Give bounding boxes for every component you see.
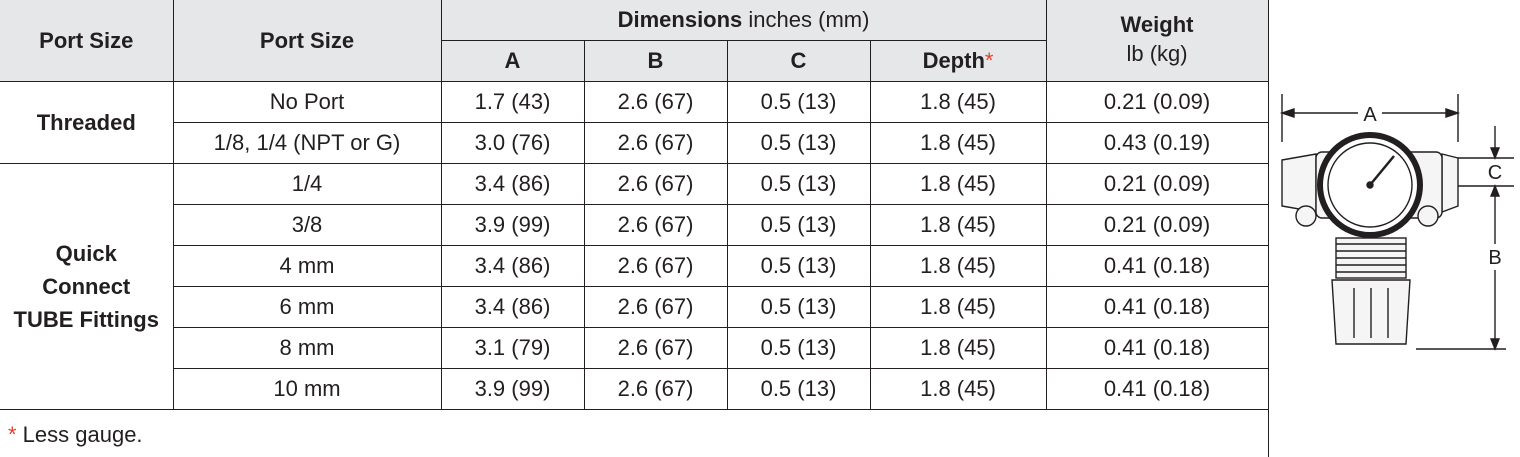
footnote-text: Less gauge.: [16, 422, 143, 447]
table-row: 4 mm 3.4 (86) 2.6 (67) 0.5 (13) 1.8 (45)…: [0, 245, 1269, 287]
cell-depth: 1.8 (45): [869, 286, 1047, 328]
dim-a-label: A: [1363, 104, 1377, 126]
cell-b: 2.6 (67): [583, 122, 728, 164]
dim-b-label: B: [1488, 247, 1501, 269]
cell-weight: 0.21 (0.09): [1045, 81, 1269, 123]
gauge-pivot: [1366, 181, 1374, 189]
cell-port: 3/8: [173, 204, 442, 246]
dimensions-table: Port Size Port Size Dimensions inches (m…: [0, 0, 1269, 410]
cell-c: 0.5 (13): [726, 122, 871, 164]
nut-right: [1417, 205, 1439, 227]
cell-depth: 1.8 (45): [869, 204, 1047, 246]
dim-c-label: C: [1488, 162, 1502, 184]
gauge-needle: [1369, 155, 1395, 186]
cell-depth: 1.8 (45): [869, 122, 1047, 164]
table-row: 3/8 3.9 (99) 2.6 (67) 0.5 (13) 1.8 (45) …: [0, 204, 1269, 246]
cell-depth: 1.8 (45): [869, 81, 1047, 123]
cell-port: 10 mm: [173, 368, 442, 410]
cell-b: 2.6 (67): [583, 163, 728, 205]
cell-c: 0.5 (13): [726, 327, 871, 369]
cell-a: 3.1 (79): [440, 327, 585, 369]
cell-depth: 1.8 (45): [869, 245, 1047, 287]
header-c: C: [726, 40, 871, 82]
header-depth-label: Depth: [922, 48, 985, 73]
header-dimensions-unit: inches (mm): [742, 7, 870, 32]
cell-a: 3.4 (86): [440, 163, 585, 205]
header-b: B: [583, 40, 728, 82]
cell-a: 3.4 (86): [440, 286, 585, 328]
nut-left: [1295, 205, 1317, 227]
cell-c: 0.5 (13): [726, 286, 871, 328]
footnote-asterisk: *: [8, 422, 17, 447]
cell-port: 1/8, 1/4 (NPT or G): [173, 122, 442, 164]
cell-b: 2.6 (67): [583, 327, 728, 369]
header-port-size-2: Port Size: [172, 0, 442, 82]
header-weight-title: Weight: [1120, 12, 1194, 37]
cell-port: 6 mm: [173, 286, 442, 328]
header-port-size-1: Port Size: [0, 0, 174, 82]
cell-a: 1.7 (43): [440, 81, 585, 123]
group-threaded: Threaded: [0, 81, 174, 164]
cell-b: 2.6 (67): [583, 81, 728, 123]
header-dimensions: Dimensions inches (mm): [440, 0, 1047, 41]
cell-a: 3.0 (76): [440, 122, 585, 164]
cell-depth: 1.8 (45): [869, 163, 1047, 205]
cell-b: 2.6 (67): [583, 368, 728, 410]
cell-c: 0.5 (13): [726, 204, 871, 246]
cell-b: 2.6 (67): [583, 286, 728, 328]
table-row: Quick Connect TUBE Fittings 1/4 3.4 (86)…: [0, 163, 1269, 410]
port-left: [1281, 153, 1317, 213]
header-weight-unit: lb (kg): [1126, 41, 1188, 66]
table-row: 10 mm 3.9 (99) 2.6 (67) 0.5 (13) 1.8 (45…: [0, 368, 1269, 410]
depth-asterisk: *: [984, 48, 994, 73]
dim-a-arrow-left: [1279, 108, 1295, 118]
cell-c: 0.5 (13): [726, 163, 871, 205]
cell-weight: 0.41 (0.18): [1045, 245, 1269, 287]
cell-port: No Port: [172, 81, 442, 123]
cell-weight: 0.21 (0.09): [1045, 163, 1269, 205]
divider: [1268, 0, 1269, 457]
port-right: [1441, 153, 1459, 214]
header-a: A: [441, 40, 585, 82]
group-quick-connect-line: TUBE Fittings: [13, 307, 159, 332]
table-row: 6 mm 3.4 (86) 2.6 (67) 0.5 (13) 1.8 (45)…: [0, 286, 1269, 328]
cell-port: 8 mm: [173, 327, 442, 369]
cell-port: 4 mm: [173, 245, 442, 287]
cell-depth: 1.8 (45): [869, 368, 1047, 410]
cell-c: 0.5 (13): [726, 245, 871, 287]
cell-b: 2.6 (67): [583, 204, 728, 246]
header-dimensions-title: Dimensions: [617, 7, 743, 32]
dim-c-arrow-top: [1489, 147, 1501, 160]
group-quick-connect-line: Connect: [42, 274, 131, 299]
regulator-diagram: A C B: [1279, 94, 1514, 351]
cell-depth: 1.8 (45): [869, 327, 1047, 369]
table-row: Threaded No Port 1.7 (43) 2.6 (67) 0.5 (…: [0, 81, 1269, 164]
table-row: 8 mm 3.1 (79) 2.6 (67) 0.5 (13) 1.8 (45)…: [0, 327, 1269, 369]
dim-a-arrow-right: [1445, 108, 1461, 118]
cell-port: 1/4: [172, 163, 442, 205]
group-quick-connect-line: Quick: [55, 241, 117, 266]
dim-b-arrow-top: [1489, 184, 1501, 197]
cell-a: 3.9 (99): [440, 204, 585, 246]
cell-weight: 0.41 (0.18): [1045, 368, 1269, 410]
cell-c: 0.5 (13): [726, 368, 871, 410]
header-weight: Weight lb (kg): [1045, 0, 1269, 82]
cell-weight: 0.41 (0.18): [1045, 327, 1269, 369]
group-quick-connect: Quick Connect TUBE Fittings: [0, 163, 174, 410]
cell-a: 3.9 (99): [440, 368, 585, 410]
cell-weight: 0.41 (0.18): [1045, 286, 1269, 328]
cell-weight: 0.43 (0.19): [1045, 122, 1269, 164]
header-depth: Depth*: [869, 40, 1047, 82]
cell-c: 0.5 (13): [726, 81, 871, 123]
cell-weight: 0.21 (0.09): [1045, 204, 1269, 246]
table-row: 1/8, 1/4 (NPT or G) 3.0 (76) 2.6 (67) 0.…: [0, 122, 1269, 164]
footnote: * Less gauge.: [8, 422, 143, 448]
cell-a: 3.4 (86): [440, 245, 585, 287]
dim-b-arrow-bottom: [1489, 338, 1501, 351]
cell-b: 2.6 (67): [583, 245, 728, 287]
